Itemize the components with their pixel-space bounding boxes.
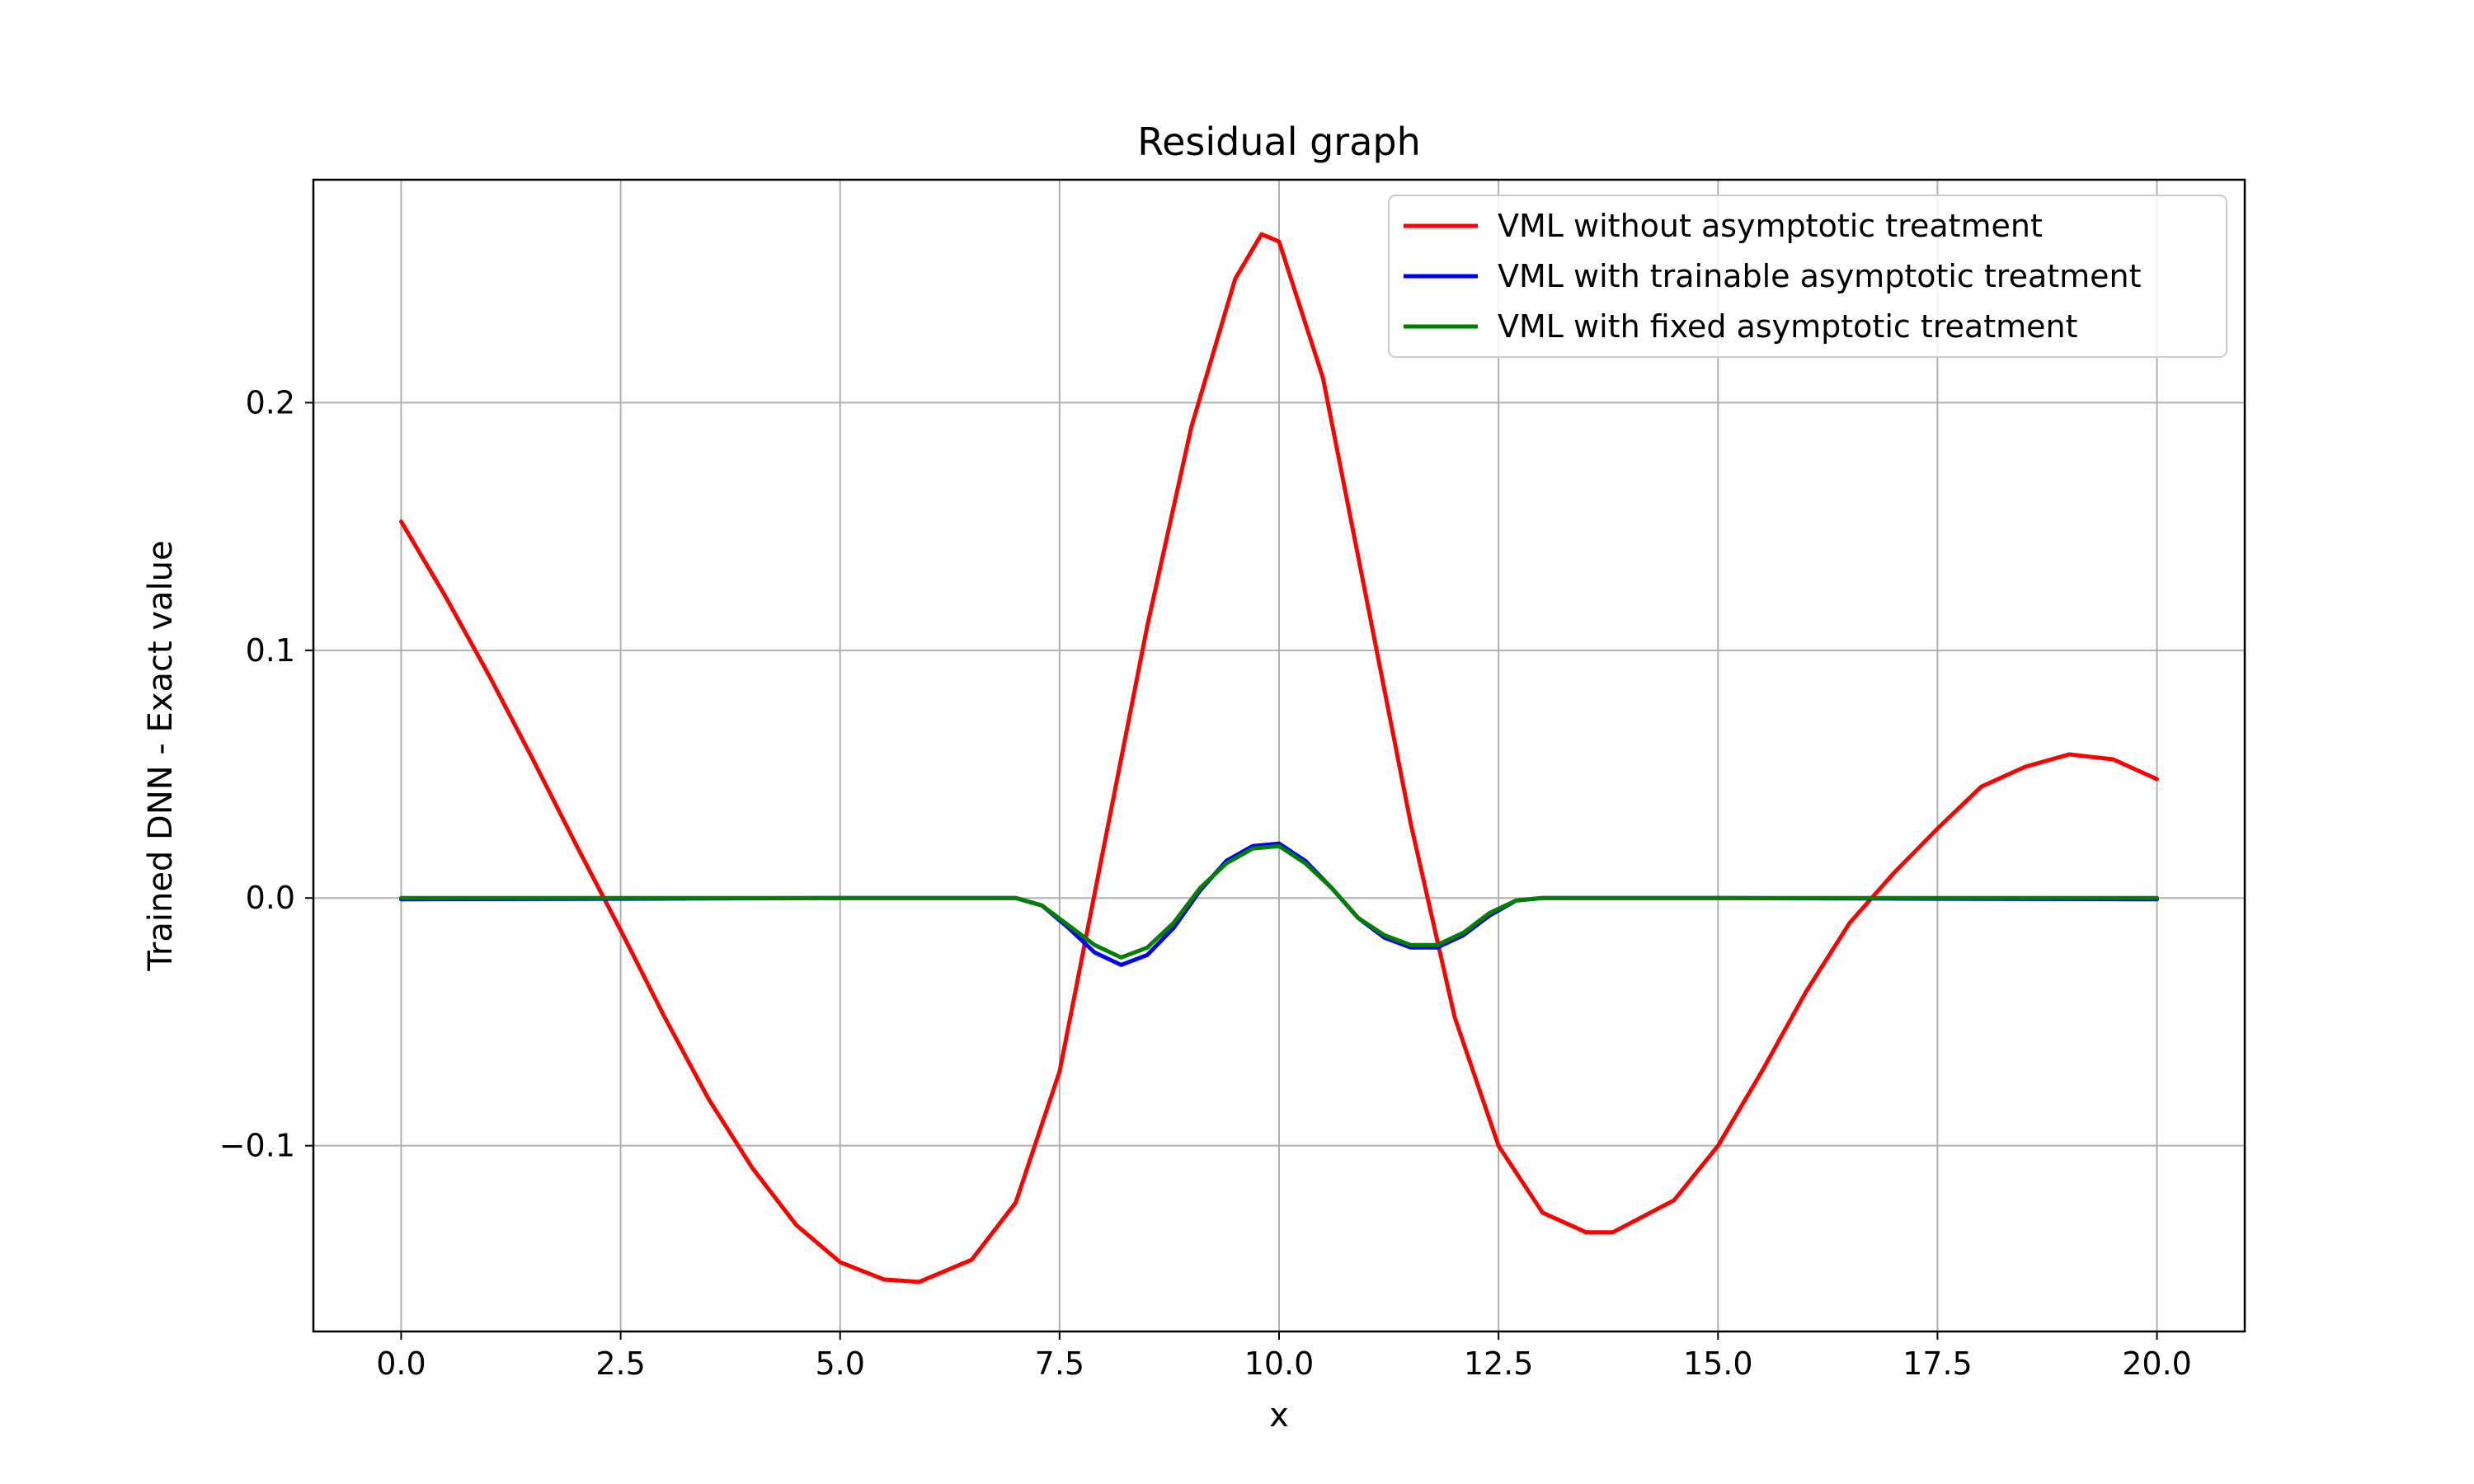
y-axis-label: Trained DNN - Exact value <box>142 540 180 971</box>
x-tick-label: 10.0 <box>1244 1345 1315 1382</box>
x-tick-label: 5.0 <box>816 1345 865 1382</box>
legend: VML without asymptotic treatment VML with… <box>1388 195 2227 358</box>
series-line <box>399 232 2159 1284</box>
legend-label: VML with trainable asymptotic treatment <box>1498 258 2142 294</box>
x-axis-label: x <box>1269 1397 1289 1435</box>
x-tick-label: 7.5 <box>1035 1345 1084 1382</box>
y-axis-ticks: −0.1 0.0 0.1 0.2 <box>219 384 313 1164</box>
y-tick-label: 0.1 <box>246 632 295 669</box>
x-tick-label: 15.0 <box>1683 1345 1753 1382</box>
y-tick-label: 0.2 <box>246 384 295 420</box>
x-tick-label: 0.0 <box>376 1345 426 1382</box>
y-tick-label: 0.0 <box>246 880 295 916</box>
x-axis-ticks: 0.0 2.5 5.0 7.5 10.0 12.5 15.0 17.5 20.0 <box>376 1331 2192 1382</box>
plot-lines <box>399 232 2159 1284</box>
legend-box <box>1388 195 2227 358</box>
x-tick-label: 17.5 <box>1903 1345 1973 1382</box>
y-tick-label: −0.1 <box>219 1128 295 1164</box>
legend-label: VML without asymptotic treatment <box>1498 208 2043 244</box>
chart-title: Residual graph <box>1137 120 1421 164</box>
x-tick-label: 12.5 <box>1464 1345 1534 1382</box>
series-line <box>399 843 2159 960</box>
x-tick-label: 20.0 <box>2122 1345 2192 1382</box>
x-tick-label: 2.5 <box>595 1345 645 1382</box>
legend-label: VML with fixed asymptotic treatment <box>1498 308 2077 345</box>
